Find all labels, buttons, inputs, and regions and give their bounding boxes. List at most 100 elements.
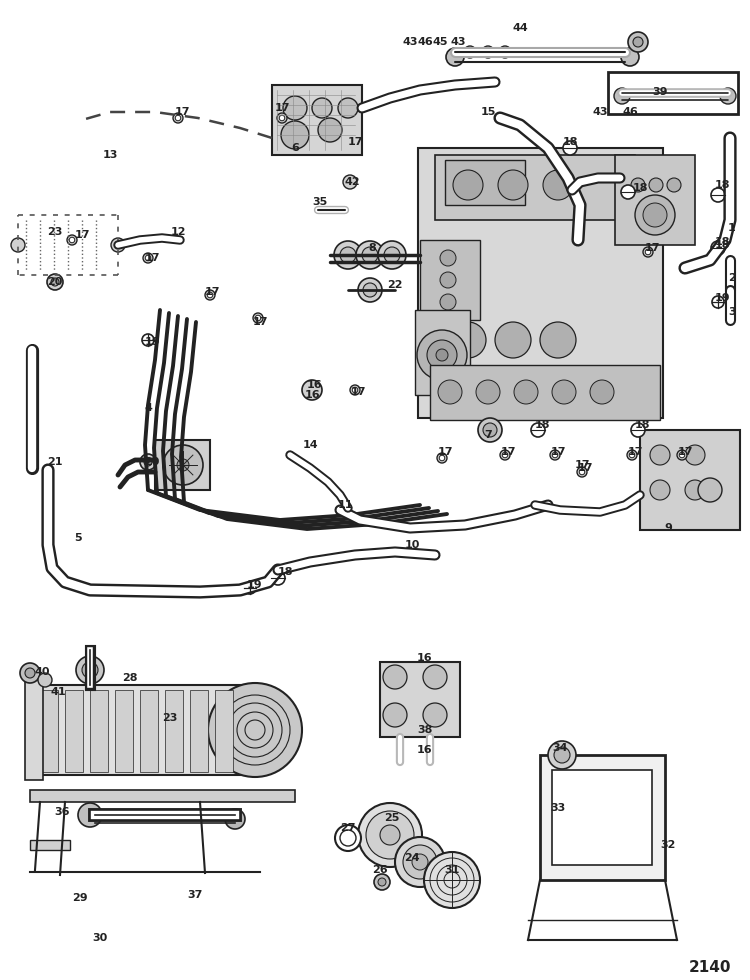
Text: 44: 44 xyxy=(512,23,528,33)
Circle shape xyxy=(378,241,406,269)
Circle shape xyxy=(111,238,125,252)
Text: 28: 28 xyxy=(122,673,138,683)
Circle shape xyxy=(590,380,614,404)
Circle shape xyxy=(628,32,648,52)
Circle shape xyxy=(478,418,502,442)
Bar xyxy=(30,840,70,850)
Circle shape xyxy=(146,255,151,261)
Text: 41: 41 xyxy=(50,687,66,697)
Circle shape xyxy=(427,340,457,370)
Circle shape xyxy=(680,452,685,458)
Circle shape xyxy=(362,247,378,263)
Text: 1: 1 xyxy=(728,223,736,233)
Circle shape xyxy=(143,253,153,263)
Circle shape xyxy=(47,274,63,290)
Text: 45: 45 xyxy=(432,37,448,47)
Circle shape xyxy=(244,582,256,594)
Text: 43: 43 xyxy=(450,37,466,47)
Circle shape xyxy=(20,663,40,683)
Circle shape xyxy=(554,747,570,763)
Circle shape xyxy=(142,334,154,346)
Circle shape xyxy=(438,380,462,404)
Circle shape xyxy=(552,452,558,458)
Circle shape xyxy=(450,322,486,358)
Circle shape xyxy=(144,458,152,466)
Bar xyxy=(30,790,295,802)
Circle shape xyxy=(177,459,189,471)
Circle shape xyxy=(440,294,456,310)
Circle shape xyxy=(383,665,407,689)
Circle shape xyxy=(205,290,215,300)
Circle shape xyxy=(340,830,356,846)
Circle shape xyxy=(176,116,181,121)
Circle shape xyxy=(621,185,635,199)
Text: 17: 17 xyxy=(500,447,516,457)
Text: 6: 6 xyxy=(291,143,299,153)
Circle shape xyxy=(67,235,77,245)
Text: 43: 43 xyxy=(402,37,418,47)
Text: 46: 46 xyxy=(622,107,638,117)
Text: 18: 18 xyxy=(632,183,648,193)
Circle shape xyxy=(318,118,342,142)
Text: 26: 26 xyxy=(372,865,388,875)
Circle shape xyxy=(225,809,245,829)
Circle shape xyxy=(163,445,203,485)
Circle shape xyxy=(495,322,531,358)
Circle shape xyxy=(627,450,637,460)
Circle shape xyxy=(25,668,35,678)
Text: 27: 27 xyxy=(340,823,356,833)
Circle shape xyxy=(720,88,736,104)
Circle shape xyxy=(483,423,497,437)
Circle shape xyxy=(476,380,500,404)
Circle shape xyxy=(635,195,675,235)
Text: 18: 18 xyxy=(278,567,292,577)
Text: 17: 17 xyxy=(204,287,220,297)
Circle shape xyxy=(650,445,670,465)
Circle shape xyxy=(69,237,75,243)
Text: 21: 21 xyxy=(47,457,63,467)
Text: 19: 19 xyxy=(144,337,160,347)
Circle shape xyxy=(384,247,400,263)
Circle shape xyxy=(677,450,687,460)
Text: 11: 11 xyxy=(338,500,352,510)
Circle shape xyxy=(499,46,511,58)
Text: 17: 17 xyxy=(252,317,268,327)
Circle shape xyxy=(11,238,25,252)
Text: 9: 9 xyxy=(664,523,672,533)
Text: 17: 17 xyxy=(74,230,90,240)
Text: 17: 17 xyxy=(174,107,190,117)
Text: 34: 34 xyxy=(552,743,568,753)
Bar xyxy=(65,690,83,772)
Circle shape xyxy=(577,467,587,477)
Circle shape xyxy=(352,387,358,393)
Circle shape xyxy=(643,247,653,257)
Circle shape xyxy=(643,203,667,227)
Bar xyxy=(272,85,362,155)
Bar xyxy=(615,155,695,245)
Circle shape xyxy=(255,316,261,320)
Circle shape xyxy=(685,445,705,465)
Circle shape xyxy=(633,37,643,47)
Circle shape xyxy=(412,854,428,870)
Text: 2140: 2140 xyxy=(688,960,731,975)
Bar xyxy=(435,155,635,220)
Circle shape xyxy=(335,825,361,851)
Circle shape xyxy=(76,656,104,684)
Circle shape xyxy=(383,703,407,727)
Text: 23: 23 xyxy=(162,713,178,723)
Text: 31: 31 xyxy=(444,865,460,875)
Text: 10: 10 xyxy=(404,540,420,550)
Text: 16: 16 xyxy=(417,745,433,755)
Circle shape xyxy=(645,249,651,255)
Text: 18: 18 xyxy=(714,237,730,247)
Circle shape xyxy=(82,662,98,678)
Circle shape xyxy=(548,741,576,769)
Text: 30: 30 xyxy=(92,933,108,943)
Circle shape xyxy=(579,469,585,474)
Bar xyxy=(140,690,158,772)
Circle shape xyxy=(440,250,456,266)
Bar xyxy=(430,365,660,420)
Text: 12: 12 xyxy=(170,227,186,237)
Circle shape xyxy=(358,278,382,302)
Text: 17: 17 xyxy=(644,243,660,253)
